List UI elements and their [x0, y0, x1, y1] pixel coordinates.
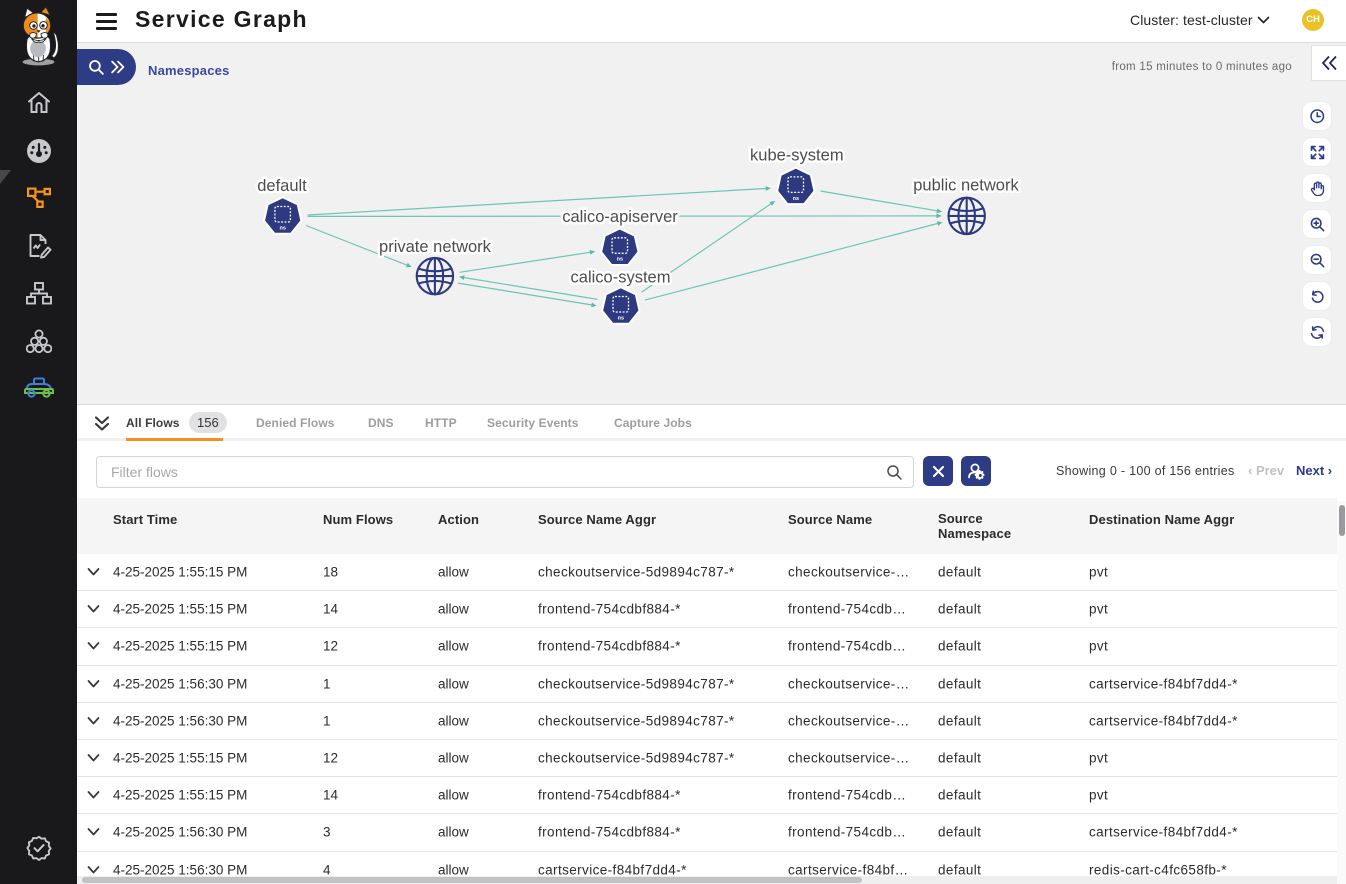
- svg-text:ns: ns: [617, 257, 623, 263]
- svg-text:ns: ns: [618, 315, 624, 321]
- svg-text:calico-apiserver: calico-apiserver: [562, 208, 678, 226]
- svg-text:public network: public network: [913, 176, 1019, 194]
- svg-text:private network: private network: [379, 238, 492, 256]
- svg-text:default: default: [257, 177, 307, 195]
- svg-text:ns: ns: [793, 196, 799, 202]
- svg-text:ns: ns: [279, 225, 285, 231]
- svg-text:calico-system: calico-system: [571, 269, 671, 287]
- svg-text:kube-system: kube-system: [750, 146, 844, 164]
